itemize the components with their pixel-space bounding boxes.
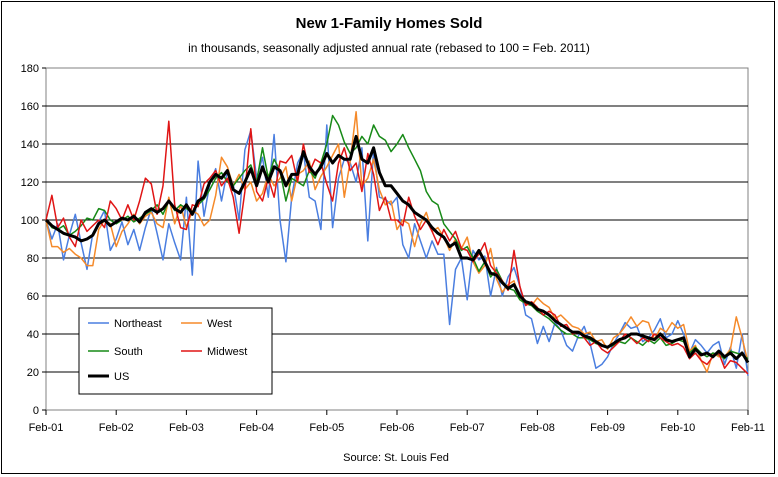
y-tick-label: 60 [27,291,39,303]
x-tick-label: Feb-11 [731,422,765,434]
x-tick-label: Feb-09 [590,422,625,434]
legend-label-us: US [114,371,129,383]
y-tick-label: 20 [27,367,39,379]
x-axis-ticks: Feb-01 Feb-02 Feb-03 Feb-04 Feb-05 Feb-06 Feb-… [29,410,765,434]
legend-label-south: South [114,346,143,358]
y-tick-label: 180 [21,63,39,75]
y-axis-ticks: 0 20 40 60 80 100 120 140 160 180 [21,63,46,417]
legend-label-west: West [207,318,232,330]
series-line-us [44,134,750,364]
y-tick-label: 100 [21,215,39,227]
y-tick-label: 140 [21,139,39,151]
chart-title: New 1-Family Homes Sold [296,15,483,32]
x-tick-label: Feb-10 [660,422,695,434]
x-tick-label: Feb-08 [520,422,555,434]
chart-subtitle: in thousands, seasonally adjusted annual… [188,41,590,55]
series-line-west [45,110,749,373]
legend-box [78,307,273,395]
y-tick-label: 0 [33,405,39,417]
y-tick-label: 40 [27,329,39,341]
legend-label-northeast: Northeast [114,318,162,330]
x-tick-label: Feb-05 [309,422,344,434]
y-tick-label: 120 [21,177,39,189]
x-tick-label: Feb-01 [29,422,64,434]
series-line-northeast [45,124,749,376]
source-note: Source: St. Louis Fed [343,452,449,464]
y-tick-label: 80 [27,253,39,265]
y-tick-label: 160 [21,101,39,113]
x-tick-label: Feb-07 [450,422,485,434]
x-tick-label: Feb-04 [239,422,274,434]
x-tick-label: Feb-06 [380,422,415,434]
x-tick-label: Feb-02 [99,422,134,434]
x-tick-label: Feb-03 [169,422,204,434]
series-lines [44,110,750,376]
series-line-midwest [45,120,749,375]
legend-label-midwest: Midwest [207,346,247,358]
legend: Northeast West South Midwest US [78,307,273,395]
